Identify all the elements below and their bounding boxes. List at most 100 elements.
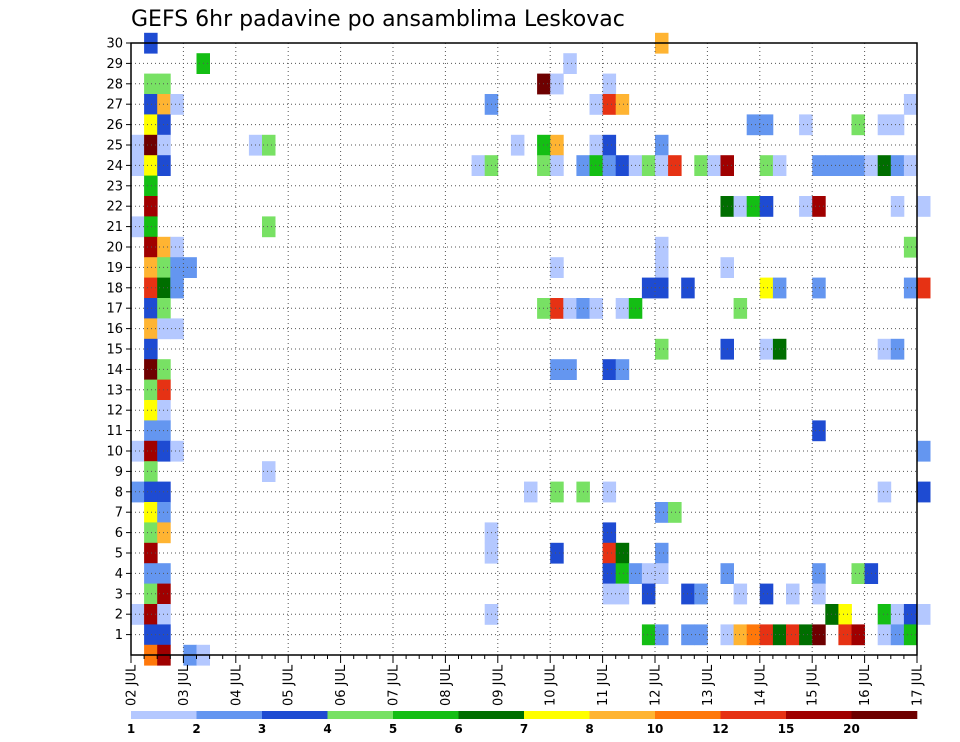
- precip-cell: [131, 481, 145, 503]
- colorbar-label: 5: [389, 722, 397, 736]
- precip-cell: [812, 277, 826, 299]
- colorbar-swatch: [524, 711, 590, 719]
- x-axis: 02 JUL 03 JUL 04 JUL 05 JUL 06 JUL 07 JUL 08 J…: [125, 655, 926, 706]
- colorbar-swatch: [131, 711, 197, 719]
- precip-cell: [655, 502, 669, 523]
- precip-cell: [144, 277, 158, 299]
- colorbar-swatch: [720, 711, 787, 719]
- y-axis: 1234567891011121314151617181920212223242…: [106, 37, 131, 643]
- precip-cell: [707, 155, 721, 176]
- precip-cell: [851, 624, 865, 646]
- precip-cell: [550, 134, 564, 156]
- x-tick-label: 05 JUL: [282, 664, 297, 706]
- precip-cell: [903, 277, 918, 299]
- precip-cell: [262, 216, 276, 238]
- precip-cell: [668, 502, 682, 523]
- precip-cell: [917, 604, 931, 625]
- y-tick-label: 5: [115, 547, 123, 562]
- precip-cell: [602, 94, 617, 115]
- precip-cell: [759, 277, 774, 299]
- precip-cell: [144, 114, 158, 136]
- y-tick-label: 1: [115, 628, 123, 643]
- colorbar-label: 3: [258, 722, 266, 736]
- precip-cell: [144, 440, 158, 462]
- precip-cell: [144, 400, 158, 421]
- y-tick-label: 13: [106, 383, 123, 398]
- colorbar-swatch: [196, 711, 263, 719]
- precip-cell: [170, 277, 184, 299]
- precip-cell: [812, 563, 826, 584]
- precip-cell: [131, 440, 145, 462]
- colorbar-swatch: [327, 711, 394, 719]
- precip-cell: [694, 583, 708, 605]
- precip-cell: [786, 583, 800, 605]
- precip-cell: [602, 73, 617, 95]
- precip-cell: [144, 563, 158, 584]
- precip-cell: [759, 583, 774, 605]
- y-tick-label: 2: [115, 608, 123, 623]
- y-tick-label: 20: [106, 241, 123, 256]
- precip-cell: [641, 563, 656, 584]
- precip-cell: [655, 236, 669, 258]
- precip-cell: [903, 624, 918, 646]
- y-tick-label: 14: [106, 363, 123, 378]
- precip-cell: [838, 155, 852, 176]
- precip-cell: [510, 134, 525, 156]
- y-tick-label: 3: [115, 587, 123, 602]
- precip-cell: [524, 481, 538, 503]
- x-tick-label: 04 JUL: [229, 664, 244, 706]
- precip-cell: [144, 236, 158, 258]
- precip-cell: [589, 134, 603, 156]
- precip-cell: [746, 114, 761, 136]
- precip-cell: [917, 196, 931, 217]
- x-tick-label: 03 JUL: [177, 664, 192, 706]
- precip-cell: [170, 236, 184, 258]
- y-tick-label: 19: [106, 261, 123, 276]
- precip-cell: [615, 359, 630, 380]
- precip-cell: [144, 583, 158, 605]
- precip-cell: [668, 155, 682, 176]
- precip-cell: [563, 359, 577, 380]
- y-tick-label: 26: [106, 118, 123, 133]
- precip-cell: [563, 53, 577, 74]
- colorbar-label: 10: [647, 722, 664, 736]
- precip-cell: [602, 359, 617, 380]
- colorbar-label: 1: [127, 722, 135, 736]
- precip-cell: [602, 481, 617, 503]
- precip-cell: [602, 563, 617, 584]
- x-tick-label: 15 JUL: [806, 664, 821, 706]
- precip-cell: [641, 583, 656, 605]
- y-tick-label: 21: [106, 220, 123, 235]
- y-tick-label: 10: [106, 445, 123, 460]
- precip-cell: [903, 155, 918, 176]
- y-tick-label: 6: [115, 526, 123, 541]
- precip-cell: [144, 216, 158, 238]
- y-tick-label: 16: [106, 322, 123, 337]
- precip-cells: [131, 32, 931, 666]
- precip-cell: [144, 94, 158, 115]
- precip-cell: [144, 73, 158, 95]
- precip-cell: [655, 277, 669, 299]
- precip-cell: [550, 257, 564, 278]
- precip-cell: [615, 298, 630, 319]
- precip-cell: [550, 73, 564, 95]
- precip-cell: [144, 318, 158, 340]
- precip-cell: [917, 440, 931, 462]
- colorbar-swatch: [262, 711, 328, 719]
- precip-cell: [759, 196, 774, 217]
- chart-title: GEFS 6hr padavine po ansamblima Leskovac: [131, 7, 625, 32]
- precip-cell: [799, 196, 813, 217]
- precip-cell: [563, 298, 577, 319]
- precip-cell: [602, 155, 617, 176]
- precip-cell: [144, 604, 158, 625]
- precip-cell: [838, 604, 852, 625]
- precip-cell: [799, 114, 813, 136]
- precip-cell: [615, 94, 630, 115]
- precip-cell: [144, 461, 158, 482]
- precip-cell: [759, 114, 774, 136]
- colorbar-label: 15: [778, 722, 795, 736]
- colorbar: 1 2 3 4 5 6 7 8 10 12 15 20: [127, 711, 918, 736]
- y-tick-label: 11: [106, 424, 123, 439]
- x-tick-label: 02 JUL: [125, 664, 140, 706]
